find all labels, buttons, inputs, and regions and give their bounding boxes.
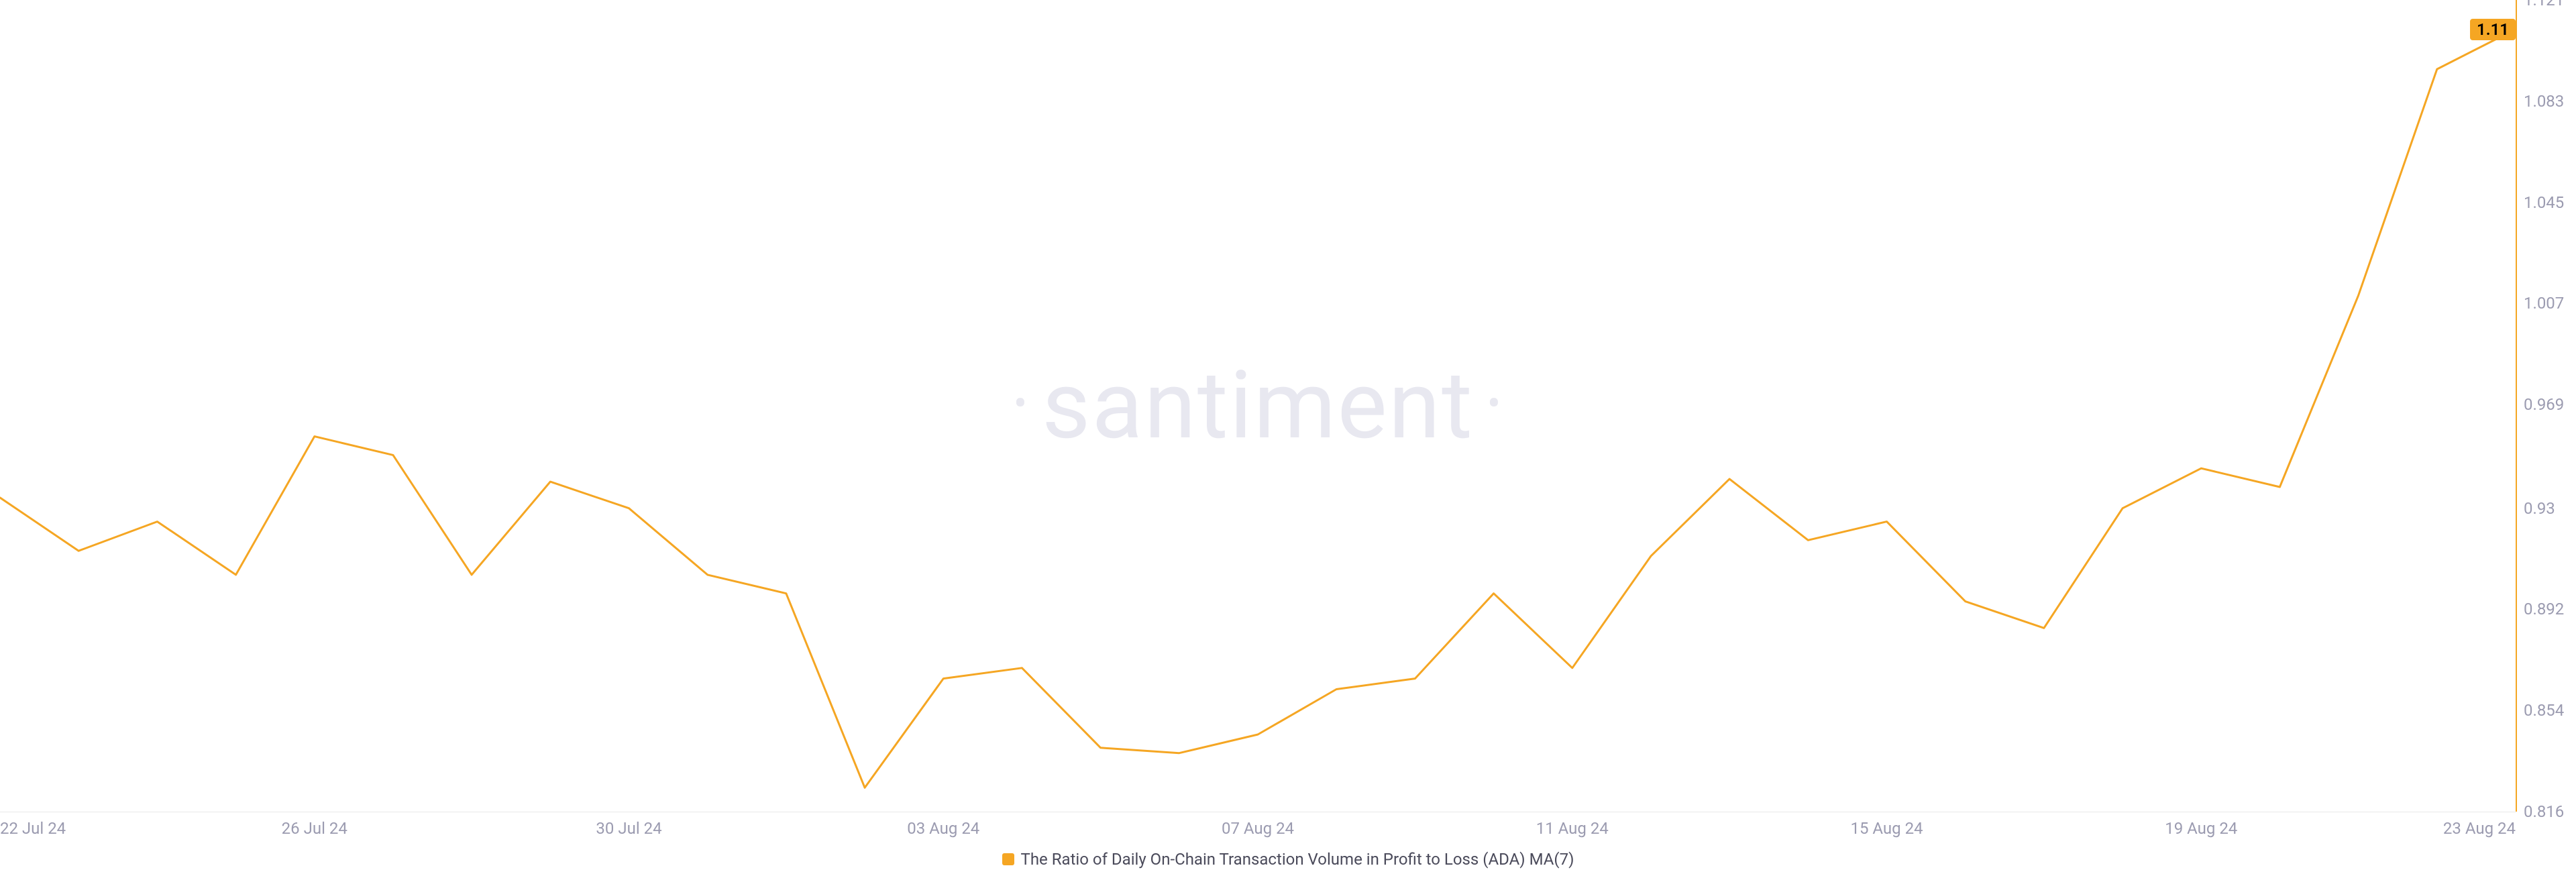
- y-tick: 1.045: [2524, 193, 2564, 212]
- legend: The Ratio of Daily On-Chain Transaction …: [0, 850, 2576, 869]
- x-tick: 19 Aug 24: [2165, 819, 2237, 838]
- y-tick: 0.969: [2524, 395, 2564, 414]
- x-tick: 30 Jul 24: [596, 819, 661, 838]
- series-line: [0, 30, 2516, 788]
- x-tick: 03 Aug 24: [907, 819, 979, 838]
- x-tick: 26 Jul 24: [282, 819, 347, 838]
- badge-value: 1.11: [2477, 20, 2509, 39]
- x-axis: 22 Jul 24 26 Jul 24 30 Jul 24 03 Aug 24 07 A…: [0, 812, 2516, 838]
- legend-marker: [1002, 853, 1014, 865]
- chart-container: •santiment• 0.816 0.854 0.892 0.93 0.969 1.00…: [0, 0, 2576, 872]
- legend-text: The Ratio of Daily On-Chain Transaction …: [1021, 850, 1574, 869]
- y-tick: 1.007: [2524, 294, 2564, 313]
- y-axis-line: [2516, 0, 2517, 812]
- y-tick: 0.93: [2524, 499, 2555, 518]
- x-tick: 22 Jul 24: [0, 819, 66, 838]
- x-tick: 15 Aug 24: [1850, 819, 1923, 838]
- y-tick: 1.083: [2524, 92, 2564, 111]
- y-tick: 0.892: [2524, 600, 2564, 618]
- x-tick: 07 Aug 24: [1222, 819, 1294, 838]
- current-value-badge: 1.11: [2470, 19, 2516, 40]
- y-tick: 0.854: [2524, 701, 2564, 720]
- y-tick: 1.121: [2524, 0, 2564, 9]
- plot-area: •santiment•: [0, 0, 2516, 812]
- y-axis: 0.8160.8540.8920.930.9691.0071.0451.0831…: [2516, 0, 2576, 812]
- x-tick: 23 Aug 24: [2443, 819, 2516, 838]
- y-tick: 0.816: [2524, 802, 2564, 821]
- x-tick: 11 Aug 24: [1536, 819, 1609, 838]
- line-chart-svg: [0, 0, 2516, 812]
